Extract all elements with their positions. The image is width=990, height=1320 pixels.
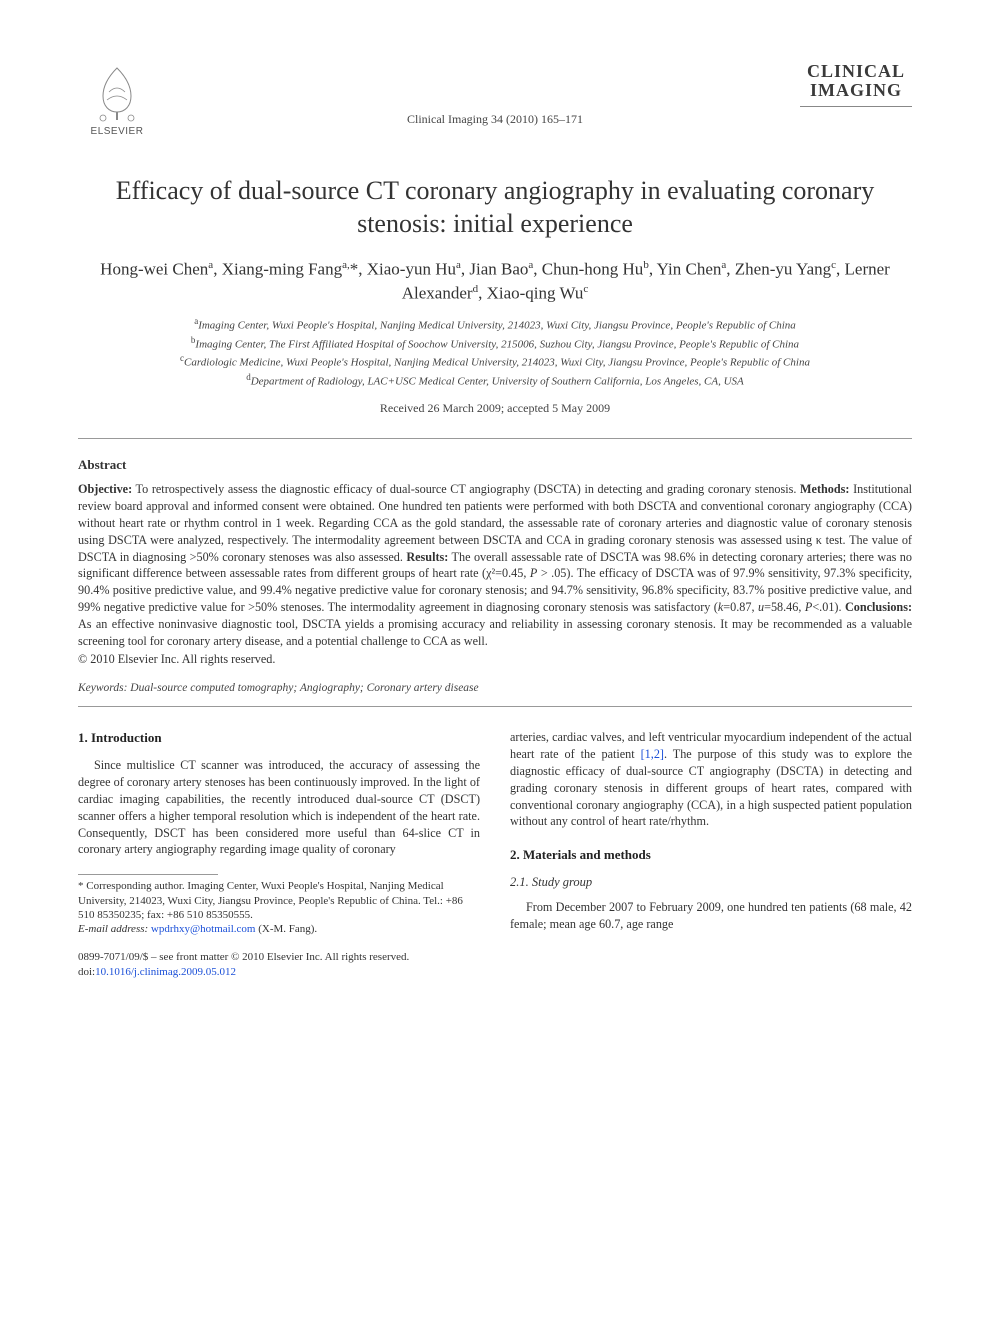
elsevier-tree-icon: [89, 62, 145, 124]
keywords-label: Keywords:: [78, 682, 127, 694]
footer-line1: 0899-7071/09/$ – see front matter © 2010…: [78, 950, 480, 964]
rule-top: [78, 438, 912, 439]
column-right: arteries, cardiac valves, and left ventr…: [510, 729, 912, 979]
publisher-name: ELSEVIER: [91, 126, 144, 137]
footer-doi-link[interactable]: 10.1016/j.clinimag.2009.05.012: [95, 966, 236, 978]
journal-logo-line2: IMAGING: [800, 81, 912, 100]
abstract-text: Objective: To retrospectively assess the…: [78, 481, 912, 668]
authors-list: Hong-wei Chena, Xiang-ming Fanga,*, Xiao…: [98, 258, 892, 305]
header-row: ELSEVIER CLINICAL IMAGING: [78, 62, 912, 148]
footnote-email-link[interactable]: wpdrhxy@hotmail.com: [151, 923, 256, 935]
footnote-email-label: E-mail address:: [78, 923, 148, 935]
section-heading-methods: 2. Materials and methods: [510, 846, 912, 864]
article-dates: Received 26 March 2009; accepted 5 May 2…: [78, 401, 912, 416]
affiliations: aImaging Center, Wuxi People's Hospital,…: [102, 315, 888, 389]
article-title: Efficacy of dual-source CT coronary angi…: [108, 175, 882, 240]
publisher-logo: ELSEVIER: [78, 62, 156, 148]
rule-bottom: [78, 706, 912, 707]
footer-info: 0899-7071/09/$ – see front matter © 2010…: [78, 950, 480, 979]
keywords: Keywords: Dual-source computed tomograph…: [78, 682, 912, 694]
ref-link-1-2[interactable]: [1,2]: [641, 747, 664, 761]
subsection-heading-study-group: 2.1. Study group: [510, 874, 912, 891]
journal-reference: Clinical Imaging 34 (2010) 165–171: [78, 112, 912, 127]
section-heading-intro: 1. Introduction: [78, 729, 480, 747]
journal-logo-line1: CLINICAL: [800, 62, 912, 81]
abstract-copyright: © 2010 Elsevier Inc. All rights reserved…: [78, 651, 912, 668]
body-columns: 1. Introduction Since multislice CT scan…: [78, 729, 912, 979]
footnote-email-tail: (X-M. Fang).: [258, 923, 317, 935]
methods-paragraph-1: From December 2007 to February 2009, one…: [510, 899, 912, 933]
keywords-text: Dual-source computed tomography; Angiogr…: [130, 682, 478, 694]
intro-paragraph-1: Since multislice CT scanner was introduc…: [78, 757, 480, 858]
footnote-email-line: E-mail address: wpdrhxy@hotmail.com (X-M…: [78, 922, 480, 936]
corresponding-footnote: * Corresponding author. Imaging Center, …: [78, 879, 480, 936]
intro-paragraph-1-cont: arteries, cardiac valves, and left ventr…: [510, 729, 912, 830]
footer-doi-label: doi:: [78, 966, 95, 978]
abstract-heading: Abstract: [78, 457, 912, 473]
footer-doi-line: doi:10.1016/j.clinimag.2009.05.012: [78, 965, 480, 979]
journal-logo: CLINICAL IMAGING: [800, 62, 912, 107]
footnote-corr: * Corresponding author. Imaging Center, …: [78, 879, 480, 922]
footnote-rule: [78, 874, 218, 875]
abstract-block: Abstract Objective: To retrospectively a…: [78, 457, 912, 668]
column-left: 1. Introduction Since multislice CT scan…: [78, 729, 480, 979]
